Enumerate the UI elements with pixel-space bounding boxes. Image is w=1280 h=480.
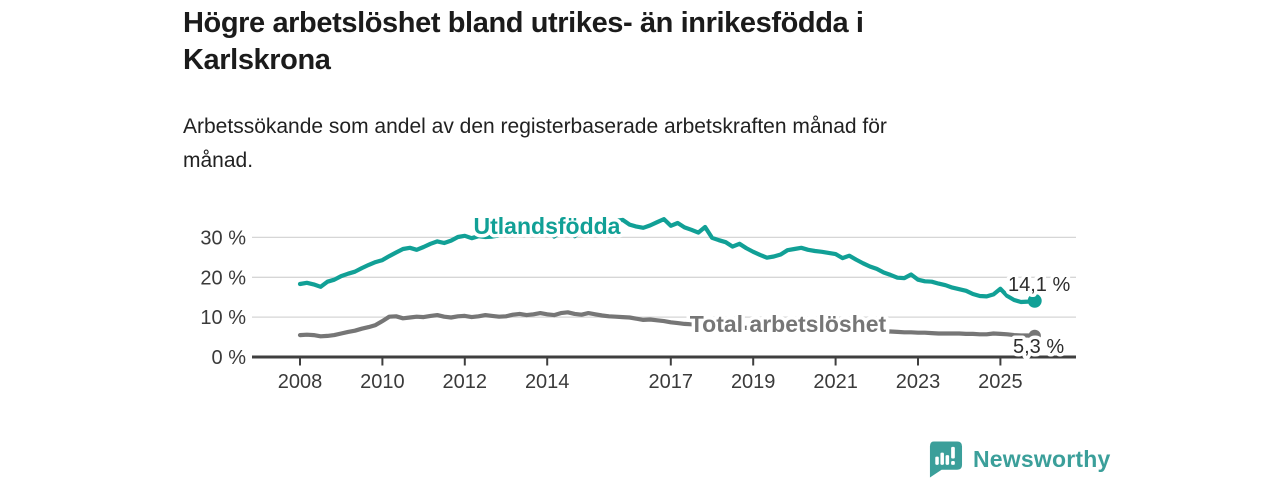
- y-tick-label: 30 %: [200, 227, 246, 249]
- series-line-0: [297, 217, 1037, 305]
- series-line-1: [297, 310, 1037, 339]
- series-end-dot-1: [1028, 329, 1041, 343]
- end-value-label-utlandsfodda: 14,1 %: [1008, 274, 1070, 296]
- series-label-total-arbetsloshet: Total arbetslöshet: [690, 311, 887, 337]
- bar-chart-bubble-icon: [929, 441, 963, 478]
- chart-subtitle: Arbetssökande som andel av den registerb…: [183, 115, 887, 172]
- y-tick-label: 20 %: [200, 267, 246, 289]
- x-tick-label: 2012: [443, 371, 488, 393]
- y-tick-label: 0 %: [212, 347, 247, 369]
- series-label-utlandsfodda: Utlandsfödda: [474, 213, 621, 239]
- x-tick-label: 2025: [978, 371, 1023, 393]
- x-tick-label: 2014: [525, 371, 570, 393]
- gridlines-group: [252, 236, 1076, 318]
- x-tick-label: 2023: [896, 371, 941, 393]
- chart-title: Högre arbetslöshet bland utrikes- än inr…: [183, 7, 864, 76]
- y-tick-label: 10 %: [200, 307, 246, 329]
- x-tick-label: 2019: [731, 371, 776, 393]
- x-tick-label: 2008: [278, 371, 323, 393]
- x-tick-label: 2017: [649, 371, 694, 393]
- series-group: [297, 217, 1042, 343]
- series-end-dot-0: [1027, 293, 1042, 308]
- x-tick-label: 2010: [360, 371, 405, 393]
- x-tick-label: 2021: [813, 371, 858, 393]
- brand-name: Newsworthy: [973, 445, 1111, 472]
- newsworthy-logo: Newsworthy: [928, 440, 1110, 478]
- end-value-label-total: 5,3 %: [1013, 336, 1064, 358]
- axis-group: 0 % 10 % 20 % 30 % 2008 2010 2012 2014 2017 2019 2…: [200, 227, 1076, 393]
